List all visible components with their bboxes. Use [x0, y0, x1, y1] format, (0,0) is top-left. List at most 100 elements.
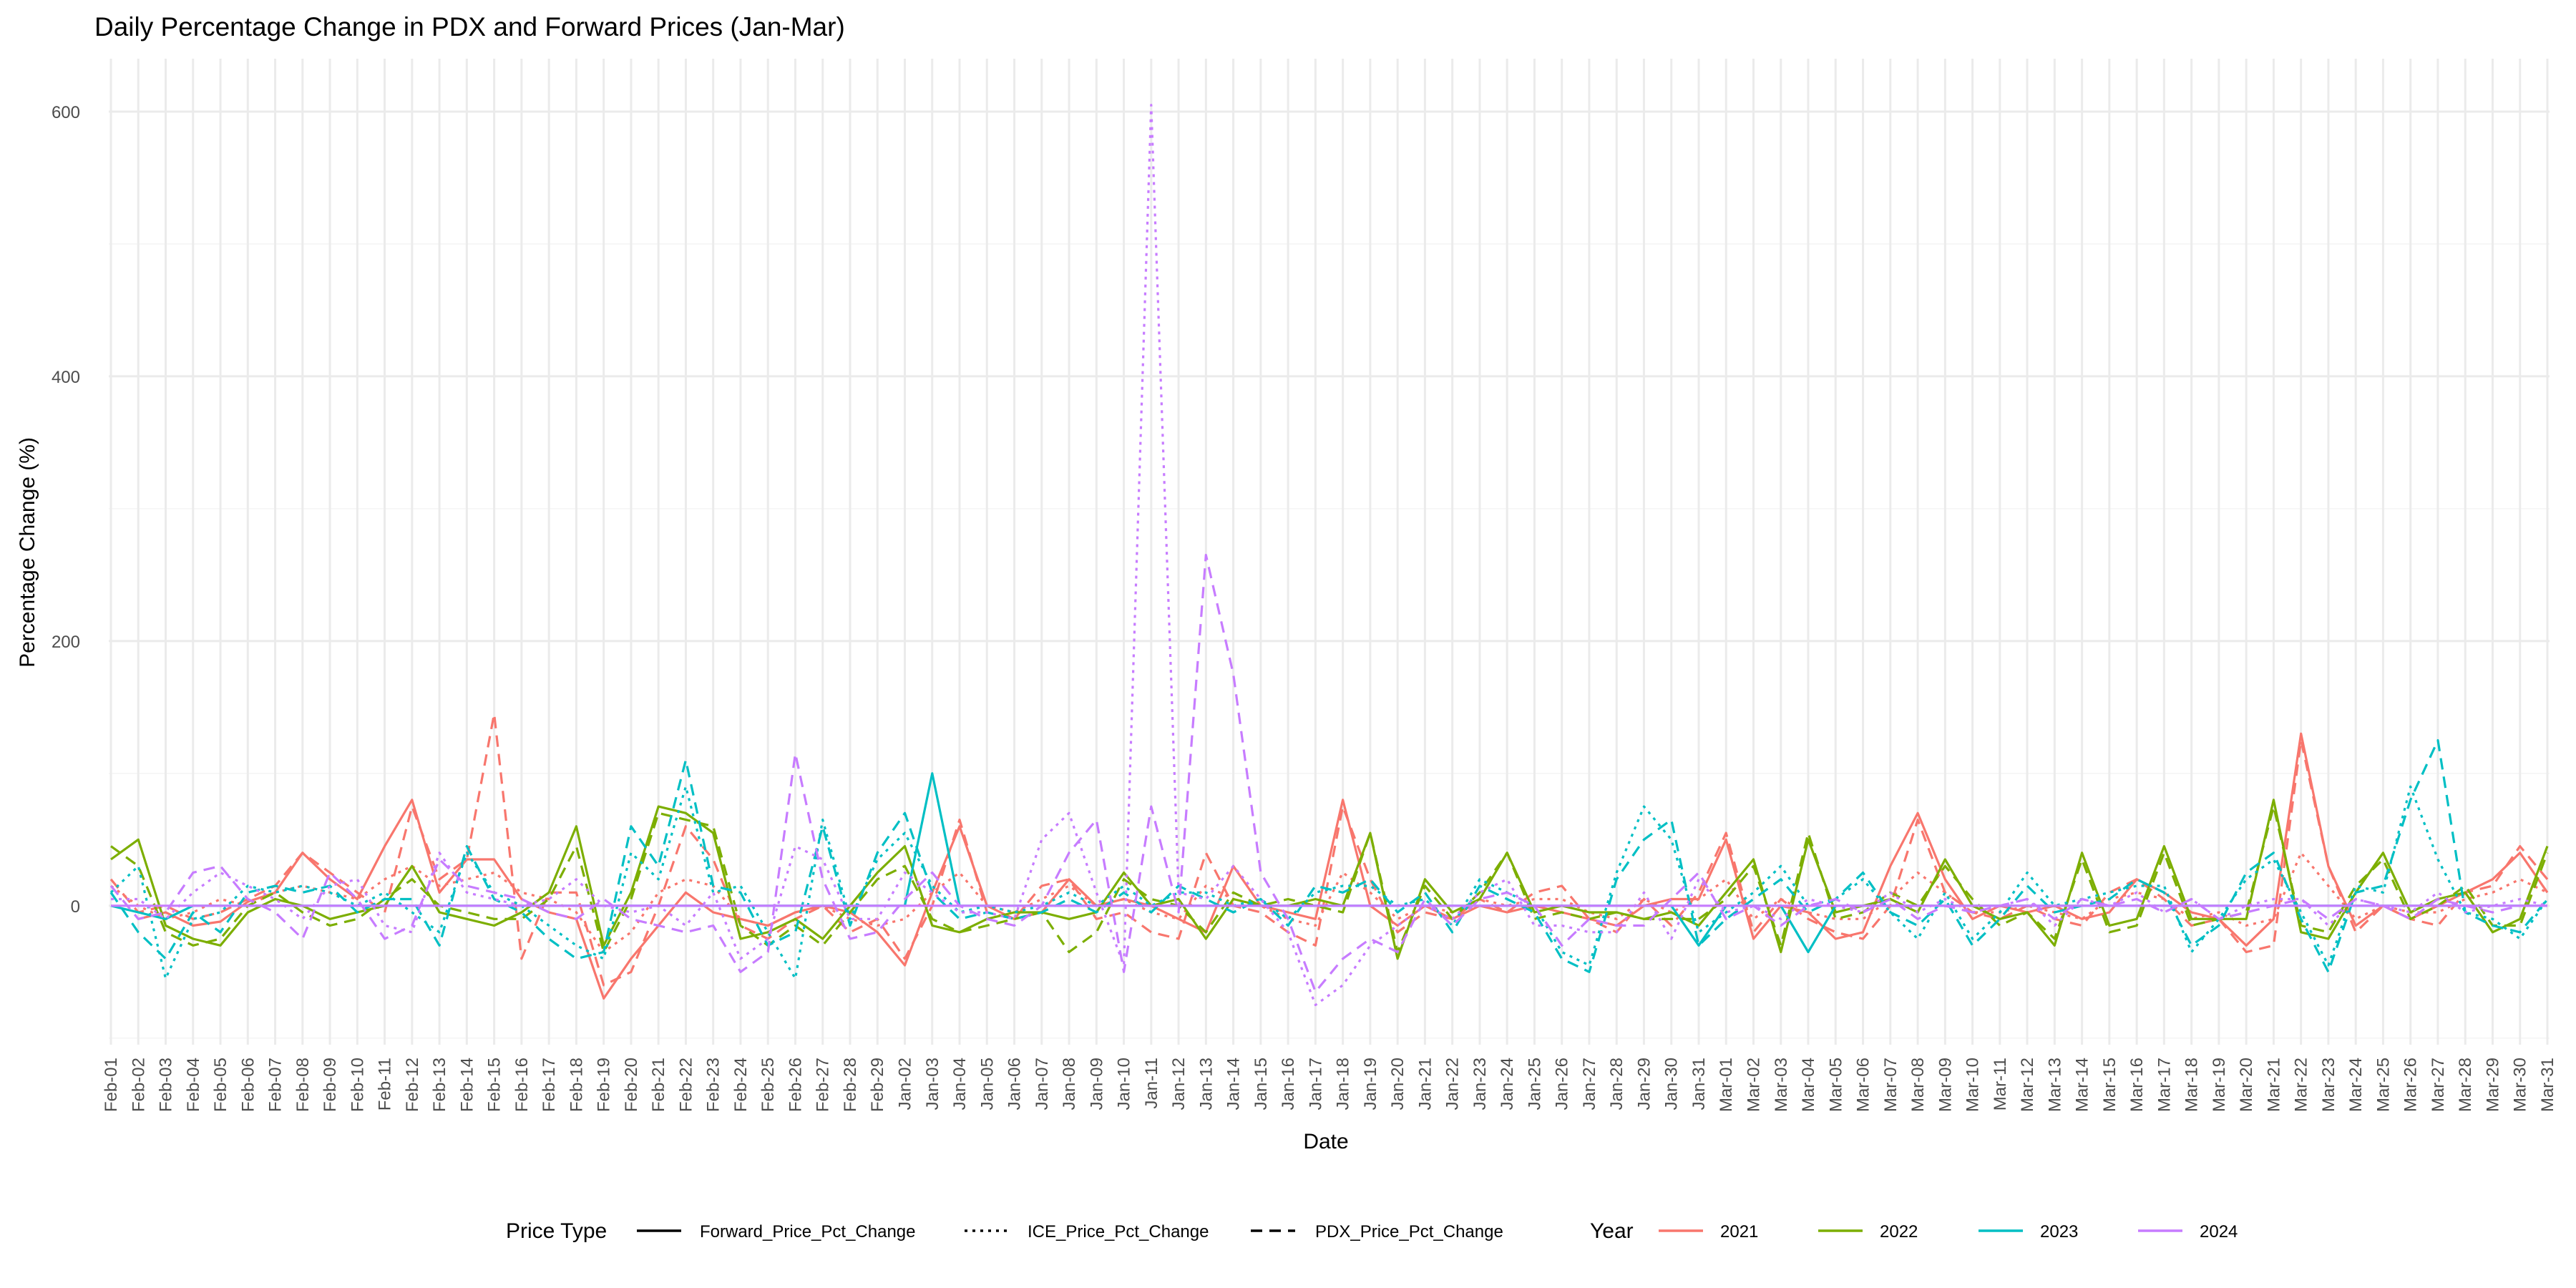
x-tick-label: Mar-28 [2456, 1058, 2475, 1112]
x-tick-label: Jan-13 [1196, 1058, 1216, 1110]
x-tick-label: Jan-12 [1169, 1058, 1189, 1110]
x-tick-label: Jan-02 [895, 1058, 914, 1110]
x-tick-label: Mar-24 [2346, 1058, 2366, 1112]
legend-label: Forward_Price_Pct_Change [700, 1222, 916, 1241]
x-tick-label: Mar-06 [1854, 1058, 1873, 1112]
x-tick-label: Feb-29 [868, 1058, 887, 1112]
legend-label: 2023 [2040, 1222, 2078, 1241]
x-axis-title: Date [1303, 1130, 1348, 1153]
x-tick-label: Mar-01 [1717, 1058, 1736, 1112]
x-tick-label: Mar-29 [2483, 1058, 2502, 1112]
x-tick-label: Jan-18 [1334, 1058, 1353, 1110]
x-tick-label: Feb-03 [157, 1058, 176, 1112]
x-tick-label: Feb-26 [786, 1058, 805, 1112]
x-tick-label: Feb-20 [622, 1058, 641, 1112]
x-tick-label: Mar-11 [1991, 1058, 2010, 1111]
x-tick-label: Jan-28 [1607, 1058, 1626, 1110]
x-tick-label: Mar-16 [2127, 1058, 2147, 1112]
x-tick-label: Jan-29 [1634, 1058, 1654, 1110]
x-tick-label: Mar-14 [2073, 1058, 2092, 1112]
x-tick-label: Jan-22 [1443, 1058, 1463, 1110]
x-axis-ticks: Feb-01 Feb-02 Feb-03 Feb-04 Feb-05 Feb-06 Feb-… [102, 1058, 2557, 1112]
x-tick-label: Mar-26 [2401, 1058, 2421, 1112]
x-tick-label: Feb-07 [266, 1058, 286, 1112]
x-tick-label: Feb-19 [595, 1058, 614, 1112]
x-tick-label: Feb-25 [758, 1058, 778, 1112]
x-tick-label: Jan-26 [1553, 1058, 1572, 1110]
x-tick-label: Feb-06 [238, 1058, 258, 1112]
legend-label: 2022 [1880, 1222, 1918, 1241]
y-tick-label: 0 [71, 897, 80, 917]
x-tick-label: Jan-24 [1498, 1058, 1517, 1110]
plot-grid [109, 59, 2550, 1045]
x-tick-label: Feb-02 [129, 1058, 148, 1112]
x-tick-label: Mar-10 [1963, 1058, 1983, 1112]
x-tick-label: Feb-08 [293, 1058, 313, 1112]
series-line-2022-forward-price-pct-change [110, 799, 2549, 960]
x-tick-label: Mar-12 [2018, 1058, 2037, 1112]
x-tick-label: Jan-21 [1415, 1058, 1435, 1110]
y-tick-label: 400 [52, 368, 80, 387]
x-tick-label: Feb-05 [211, 1058, 230, 1112]
x-tick-label: Feb-15 [485, 1058, 504, 1112]
x-tick-label: Mar-05 [1826, 1058, 1845, 1112]
x-tick-label: Feb-09 [321, 1058, 340, 1112]
series-line-2024-pdx-price-pct-change [109, 554, 2547, 993]
y-axis-title: Percentage Change (%) [16, 437, 39, 668]
legend-title-year: Year [1590, 1219, 1634, 1243]
x-tick-label: Feb-10 [348, 1058, 367, 1112]
x-tick-label: Feb-24 [731, 1058, 751, 1112]
x-tick-label: Feb-11 [376, 1058, 395, 1111]
x-tick-label: Jan-20 [1388, 1058, 1407, 1110]
legend: Price Type Forward_Price_Pct_Change ICE_Pr… [506, 1219, 2238, 1243]
x-tick-label: Mar-22 [2292, 1058, 2311, 1112]
legend-label: ICE_Price_Pct_Change [1028, 1222, 1209, 1241]
x-tick-label: Mar-20 [2237, 1058, 2256, 1112]
x-tick-label: Feb-27 [814, 1058, 833, 1112]
y-tick-label: 200 [52, 633, 80, 652]
series-line-2021-ice-price-pct-change [110, 852, 2548, 954]
x-tick-label: Jan-09 [1087, 1058, 1106, 1110]
x-tick-label: Jan-11 [1142, 1058, 1161, 1109]
x-tick-label: Jan-04 [950, 1058, 970, 1110]
legend-label: 2024 [2200, 1222, 2238, 1241]
series-line-2021-pdx-price-pct-change [109, 713, 2549, 987]
x-tick-label: Feb-14 [457, 1058, 477, 1112]
x-tick-label: Mar-08 [1908, 1058, 1928, 1112]
x-tick-label: Feb-28 [841, 1058, 860, 1112]
x-tick-label: Mar-27 [2429, 1058, 2448, 1112]
series-line-2023-pdx-price-pct-change [109, 739, 2549, 973]
x-tick-label: Mar-21 [2264, 1058, 2283, 1112]
x-tick-label: Mar-04 [1799, 1058, 1818, 1112]
y-tick-label: 600 [52, 103, 80, 122]
x-tick-label: Mar-09 [1936, 1058, 1955, 1112]
x-tick-label: Feb-23 [704, 1058, 723, 1112]
series-line-2024-ice-price-pct-change [111, 104, 2548, 1007]
x-tick-label: Mar-15 [2100, 1058, 2119, 1112]
x-tick-label: Feb-17 [540, 1058, 559, 1112]
x-tick-label: Mar-25 [2373, 1058, 2393, 1112]
x-tick-label: Jan-19 [1361, 1058, 1380, 1110]
x-tick-label: Jan-17 [1306, 1058, 1325, 1110]
x-tick-label: Feb-04 [184, 1058, 203, 1112]
x-tick-label: Jan-06 [1005, 1058, 1025, 1110]
x-tick-label: Jan-08 [1060, 1058, 1079, 1110]
x-tick-label: Mar-18 [2182, 1058, 2202, 1112]
x-tick-label: Jan-10 [1115, 1058, 1134, 1110]
x-tick-label: Jan-31 [1689, 1058, 1709, 1110]
x-tick-label: Mar-30 [2511, 1058, 2530, 1112]
x-tick-label: Jan-27 [1580, 1058, 1599, 1110]
x-tick-label: Mar-17 [2155, 1058, 2174, 1112]
x-tick-label: Jan-23 [1470, 1058, 1490, 1110]
x-tick-label: Jan-07 [1033, 1058, 1052, 1110]
legend-title-price-type: Price Type [506, 1219, 607, 1243]
x-tick-label: Jan-25 [1525, 1058, 1544, 1110]
x-tick-label: Jan-16 [1279, 1058, 1298, 1110]
legend-label: 2021 [1720, 1222, 1758, 1241]
legend-label: PDX_Price_Pct_Change [1315, 1222, 1503, 1241]
x-tick-label: Feb-13 [430, 1058, 449, 1112]
x-tick-label: Feb-22 [676, 1058, 696, 1112]
x-tick-label: Feb-12 [403, 1058, 422, 1112]
x-tick-label: Jan-15 [1252, 1058, 1271, 1110]
